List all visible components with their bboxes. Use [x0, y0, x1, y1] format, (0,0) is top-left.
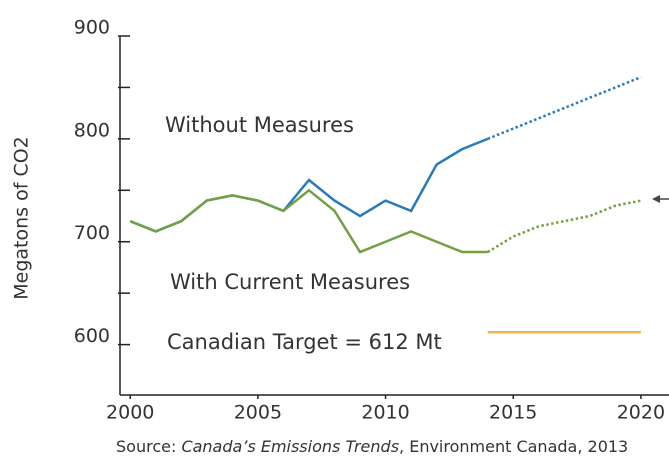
y-axis-label: Megatons of CO2	[11, 136, 33, 300]
series-label: Without Measures	[165, 113, 354, 137]
x-tick-label: 2000	[106, 402, 154, 424]
y-tick-label: 600	[74, 325, 110, 347]
x-tick-label: 2020	[617, 402, 665, 424]
source-note: Source: Canada’s Emissions Trends, Envir…	[116, 437, 628, 456]
projection-line	[487, 199, 642, 254]
series-label: With Current Measures	[170, 270, 410, 294]
source-title: Canada’s Emissions Trends	[181, 437, 399, 456]
y-tick-label: 700	[74, 222, 110, 244]
series-line	[129, 188, 488, 254]
y-tick-label: 800	[74, 119, 110, 141]
x-tick-label: 2010	[361, 402, 409, 424]
arrow	[652, 195, 669, 203]
projection-line	[487, 75, 642, 141]
x-tick-label: 2015	[489, 402, 537, 424]
series-label: Canadian Target = 612 Mt	[167, 330, 442, 354]
source-prefix: Source:	[116, 437, 181, 456]
source-suffix: , Environment Canada, 2013	[399, 437, 628, 456]
x-tick-label: 2005	[234, 402, 282, 424]
y-tick-label: 900	[74, 17, 110, 39]
